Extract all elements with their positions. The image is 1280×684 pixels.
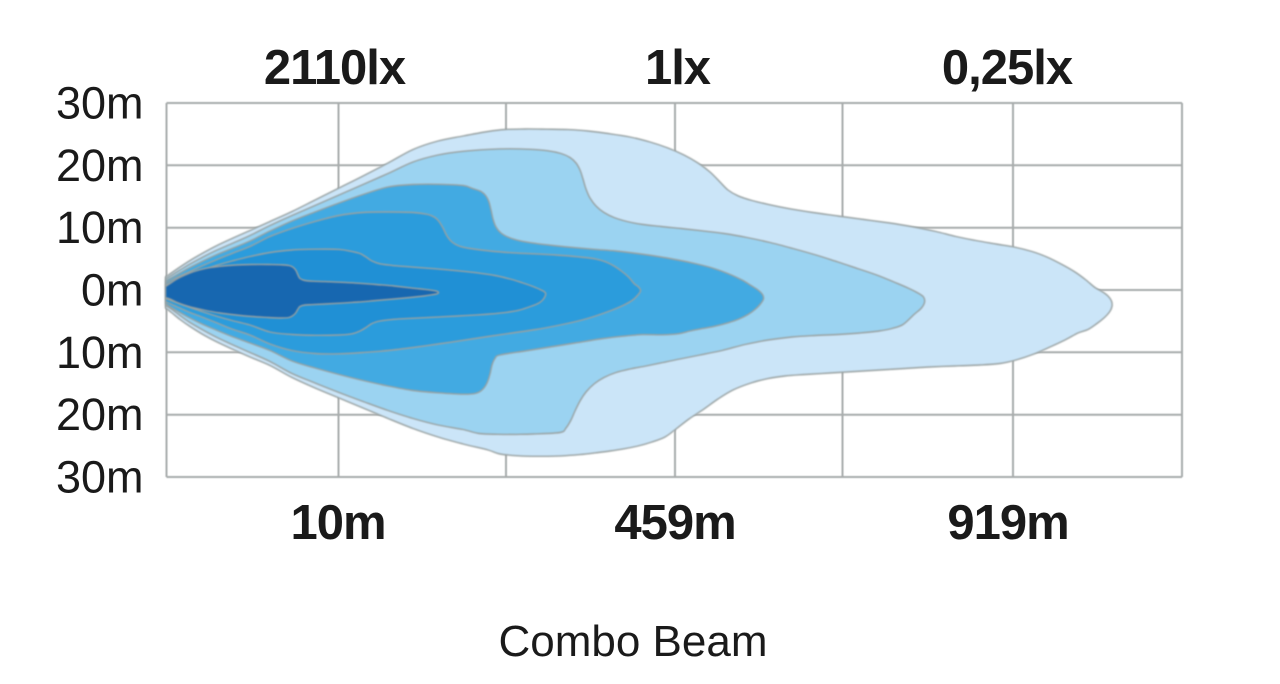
svg-text:459m: 459m xyxy=(614,496,735,550)
svg-text:2110lx: 2110lx xyxy=(264,41,406,95)
svg-text:30m: 30m xyxy=(56,452,144,503)
svg-text:30m: 30m xyxy=(56,78,144,129)
svg-text:10m: 10m xyxy=(56,202,144,253)
svg-text:0m: 0m xyxy=(81,265,144,316)
svg-text:20m: 20m xyxy=(56,140,144,191)
svg-text:Combo Beam: Combo Beam xyxy=(498,617,767,666)
svg-text:20m: 20m xyxy=(56,389,144,440)
svg-text:1lx: 1lx xyxy=(645,41,711,95)
svg-text:10m: 10m xyxy=(56,327,144,378)
svg-text:0,25lx: 0,25lx xyxy=(942,41,1073,95)
svg-text:919m: 919m xyxy=(947,496,1068,550)
svg-text:10m: 10m xyxy=(290,496,385,550)
